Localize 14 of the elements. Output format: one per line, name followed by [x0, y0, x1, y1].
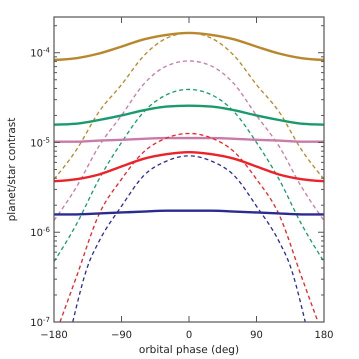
line-series: [54, 88, 324, 262]
line-series: [54, 32, 324, 180]
y-axis-title: planet/star contrast: [6, 118, 18, 222]
x-tick-label: 180: [314, 330, 334, 341]
y-tick-label: 10$^{-4}$: [30, 46, 51, 60]
x-tick-label: −90: [110, 330, 132, 341]
line-series: [54, 60, 324, 222]
x-axis-title: orbital phase (deg): [138, 344, 240, 356]
x-tick-label: −180: [40, 330, 68, 341]
x-tick-label: 90: [250, 330, 263, 341]
y-tick-label: 10$^{-7}$: [30, 316, 50, 329]
y-tick-label: 10$^{-5}$: [30, 136, 50, 150]
x-tick-label: 0: [186, 330, 192, 341]
y-tick-label: 10$^{-6}$: [30, 226, 51, 240]
